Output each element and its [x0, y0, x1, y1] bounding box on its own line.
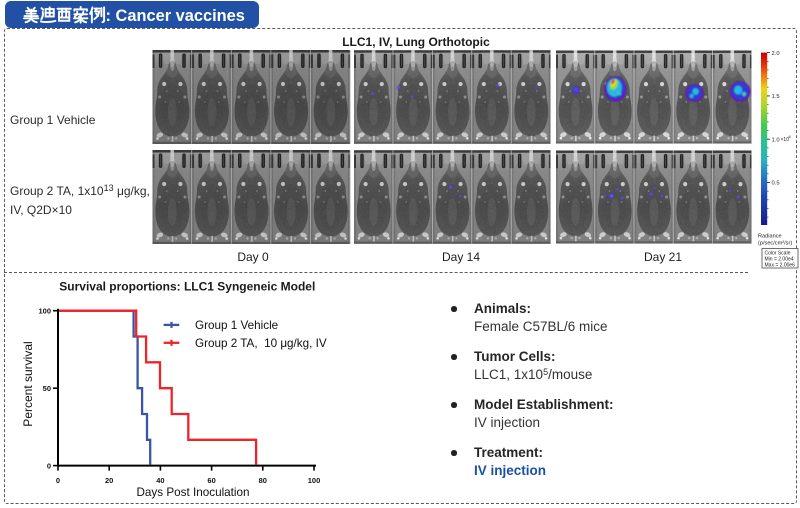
- svg-text:50: 50: [43, 384, 51, 393]
- svg-text:20: 20: [105, 476, 113, 485]
- svg-text:0: 0: [47, 461, 51, 470]
- svg-text:1.5: 1.5: [772, 94, 780, 100]
- svg-text:1.0: 1.0: [772, 137, 780, 143]
- svg-text:0: 0: [56, 476, 60, 485]
- svg-text:6: 6: [789, 134, 792, 139]
- svg-text:0.5: 0.5: [772, 181, 780, 187]
- svg-text:Color Scale: Color Scale: [765, 251, 791, 257]
- svg-text:40: 40: [156, 476, 164, 485]
- svg-text:80: 80: [259, 476, 267, 485]
- svg-text:Survival proportions: LLC1 Syn: Survival proportions: LLC1 Syngeneic Mod…: [59, 279, 315, 293]
- svg-text:: Cancer vaccines: : Cancer vaccines: [106, 7, 245, 25]
- svg-text:2.0: 2.0: [772, 51, 780, 57]
- svg-text:100: 100: [38, 306, 51, 315]
- svg-text:(p/sec/cm²/sr): (p/sec/cm²/sr): [758, 241, 792, 247]
- svg-text:Days Post Inoculation: Days Post Inoculation: [136, 486, 249, 499]
- svg-text:Group 1 Vehicle: Group 1 Vehicle: [195, 319, 278, 332]
- svg-text:Group 2 TA, 10 μg/kg, IV: Group 2 TA, 10 μg/kg, IV: [195, 337, 327, 350]
- svg-text:Percent survival: Percent survival: [21, 341, 35, 426]
- svg-text:×10: ×10: [781, 137, 790, 143]
- svg-text:100: 100: [308, 476, 321, 485]
- svg-text:Max = 2.00e6: Max = 2.00e6: [765, 263, 796, 269]
- svg-text:Radiance: Radiance: [758, 234, 782, 240]
- svg-text:Min = 2.00e4: Min = 2.00e4: [765, 257, 794, 263]
- svg-text:60: 60: [207, 476, 215, 485]
